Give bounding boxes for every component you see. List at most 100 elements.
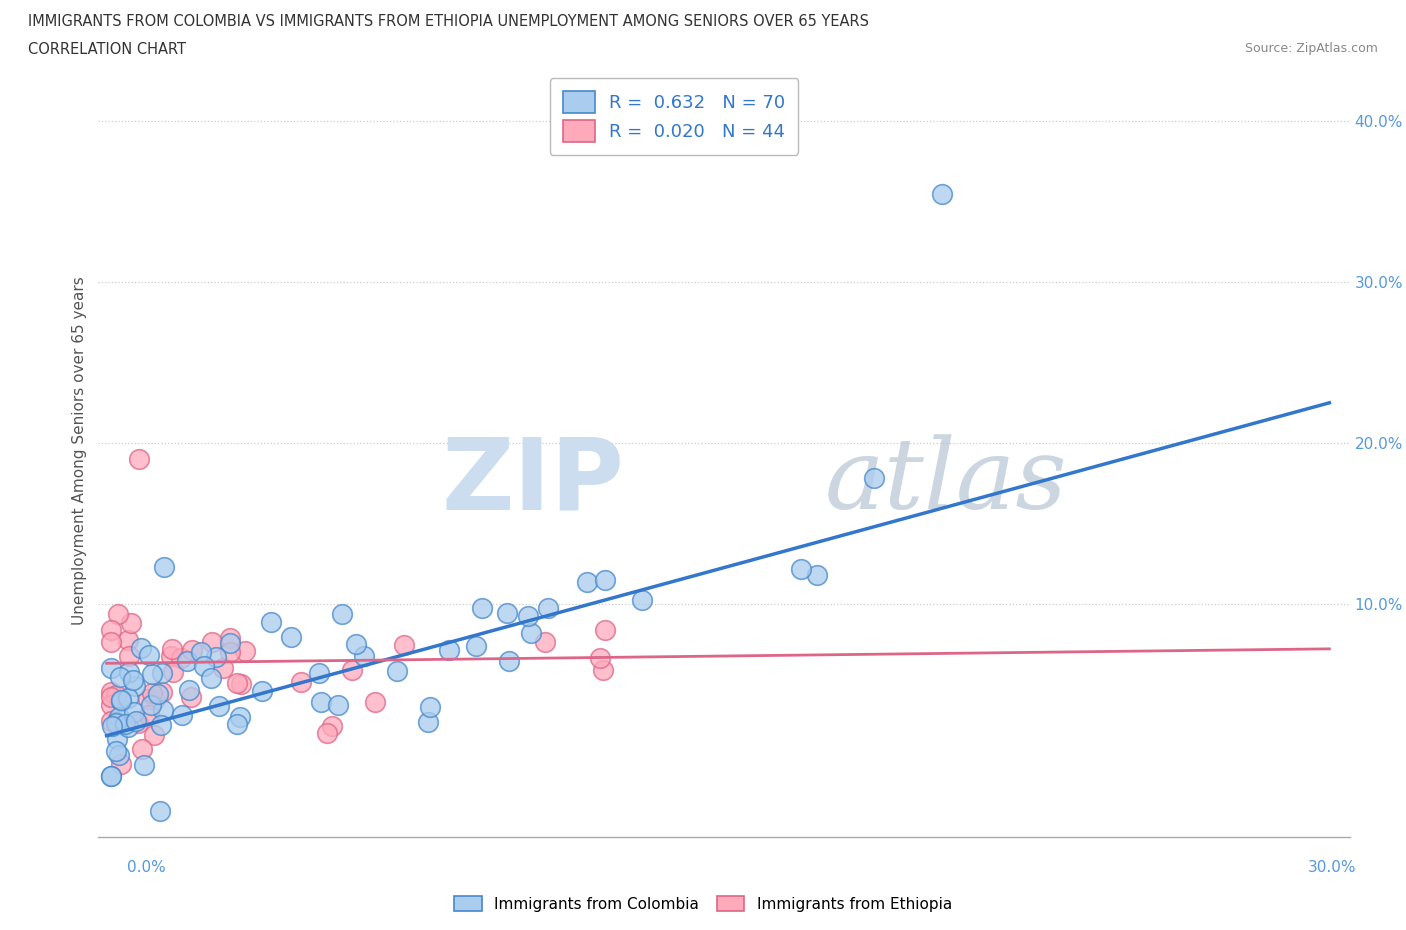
Text: atlas: atlas xyxy=(824,434,1067,529)
Point xyxy=(100,660,122,675)
Point xyxy=(806,567,828,582)
Point xyxy=(129,641,152,656)
Point xyxy=(517,609,540,624)
Point xyxy=(100,684,122,699)
Point xyxy=(128,452,150,467)
Text: CORRELATION CHART: CORRELATION CHART xyxy=(28,42,186,57)
Point xyxy=(141,666,163,681)
Point xyxy=(132,757,155,772)
Legend: R =  0.632   N = 70, R =  0.020   N = 44: R = 0.632 N = 70, R = 0.020 N = 44 xyxy=(550,78,799,154)
Point xyxy=(117,632,139,647)
Point xyxy=(120,616,142,631)
Point xyxy=(100,713,122,728)
Point xyxy=(534,634,557,649)
Text: 0.0%: 0.0% xyxy=(127,860,166,875)
Point xyxy=(229,709,252,724)
Point xyxy=(125,713,148,728)
Point xyxy=(211,660,233,675)
Text: IMMIGRANTS FROM COLOMBIA VS IMMIGRANTS FROM ETHIOPIA UNEMPLOYMENT AMONG SENIORS : IMMIGRANTS FROM COLOMBIA VS IMMIGRANTS F… xyxy=(28,14,869,29)
Y-axis label: Unemployment Among Seniors over 65 years: Unemployment Among Seniors over 65 years xyxy=(72,277,87,625)
Point xyxy=(416,714,439,729)
Point xyxy=(122,672,145,687)
Point xyxy=(104,744,127,759)
Point xyxy=(176,654,198,669)
Point xyxy=(100,768,122,783)
Point xyxy=(150,684,173,699)
Point xyxy=(148,686,170,701)
Point xyxy=(118,648,141,663)
Point xyxy=(344,636,367,651)
Point xyxy=(364,695,387,710)
Text: Source: ZipAtlas.com: Source: ZipAtlas.com xyxy=(1244,42,1378,55)
Point xyxy=(136,691,159,706)
Point xyxy=(593,623,616,638)
Point xyxy=(153,560,176,575)
Point xyxy=(537,601,560,616)
Point xyxy=(520,626,543,641)
Point xyxy=(316,725,339,740)
Point xyxy=(863,471,886,485)
Point xyxy=(105,715,128,730)
Point xyxy=(117,690,139,705)
Point xyxy=(152,703,174,718)
Point xyxy=(124,705,146,720)
Point xyxy=(392,637,415,652)
Point xyxy=(342,662,364,677)
Point xyxy=(931,186,953,201)
Point xyxy=(260,615,283,630)
Point xyxy=(143,727,166,742)
Point xyxy=(465,639,488,654)
Point xyxy=(124,679,146,694)
Point xyxy=(250,684,273,698)
Point xyxy=(193,658,215,673)
Point xyxy=(160,648,183,663)
Point xyxy=(495,605,517,620)
Point xyxy=(141,685,163,700)
Point xyxy=(218,645,240,660)
Legend: Immigrants from Colombia, Immigrants from Ethiopia: Immigrants from Colombia, Immigrants fro… xyxy=(449,889,957,918)
Point xyxy=(321,719,343,734)
Point xyxy=(108,748,131,763)
Point xyxy=(280,630,302,644)
Point xyxy=(100,698,122,712)
Point xyxy=(231,677,253,692)
Point xyxy=(105,715,128,730)
Point xyxy=(437,643,460,658)
Point xyxy=(589,650,612,665)
Point xyxy=(127,716,149,731)
Point xyxy=(180,690,202,705)
Point xyxy=(309,695,332,710)
Point xyxy=(170,708,193,723)
Point xyxy=(592,662,614,677)
Point xyxy=(108,709,131,724)
Point xyxy=(105,732,128,747)
Point xyxy=(290,674,312,689)
Point xyxy=(149,804,172,818)
Point xyxy=(100,718,122,733)
Point xyxy=(150,717,173,732)
Point xyxy=(471,601,494,616)
Point xyxy=(225,676,247,691)
Point xyxy=(117,720,139,735)
Point xyxy=(170,650,193,665)
Point xyxy=(330,606,353,621)
Point xyxy=(201,634,224,649)
Point xyxy=(631,592,654,607)
Text: 30.0%: 30.0% xyxy=(1309,860,1357,875)
Point xyxy=(138,647,160,662)
Point xyxy=(143,692,166,707)
Point xyxy=(204,649,226,664)
Point xyxy=(353,648,375,663)
Point xyxy=(190,644,212,659)
Text: ZIP: ZIP xyxy=(441,433,624,530)
Point xyxy=(110,694,132,709)
Point xyxy=(110,757,132,772)
Point xyxy=(326,698,349,712)
Point xyxy=(162,664,184,679)
Point xyxy=(576,575,599,590)
Point xyxy=(131,741,153,756)
Point xyxy=(790,562,813,577)
Point xyxy=(100,622,122,637)
Point xyxy=(200,671,222,685)
Point xyxy=(385,663,408,678)
